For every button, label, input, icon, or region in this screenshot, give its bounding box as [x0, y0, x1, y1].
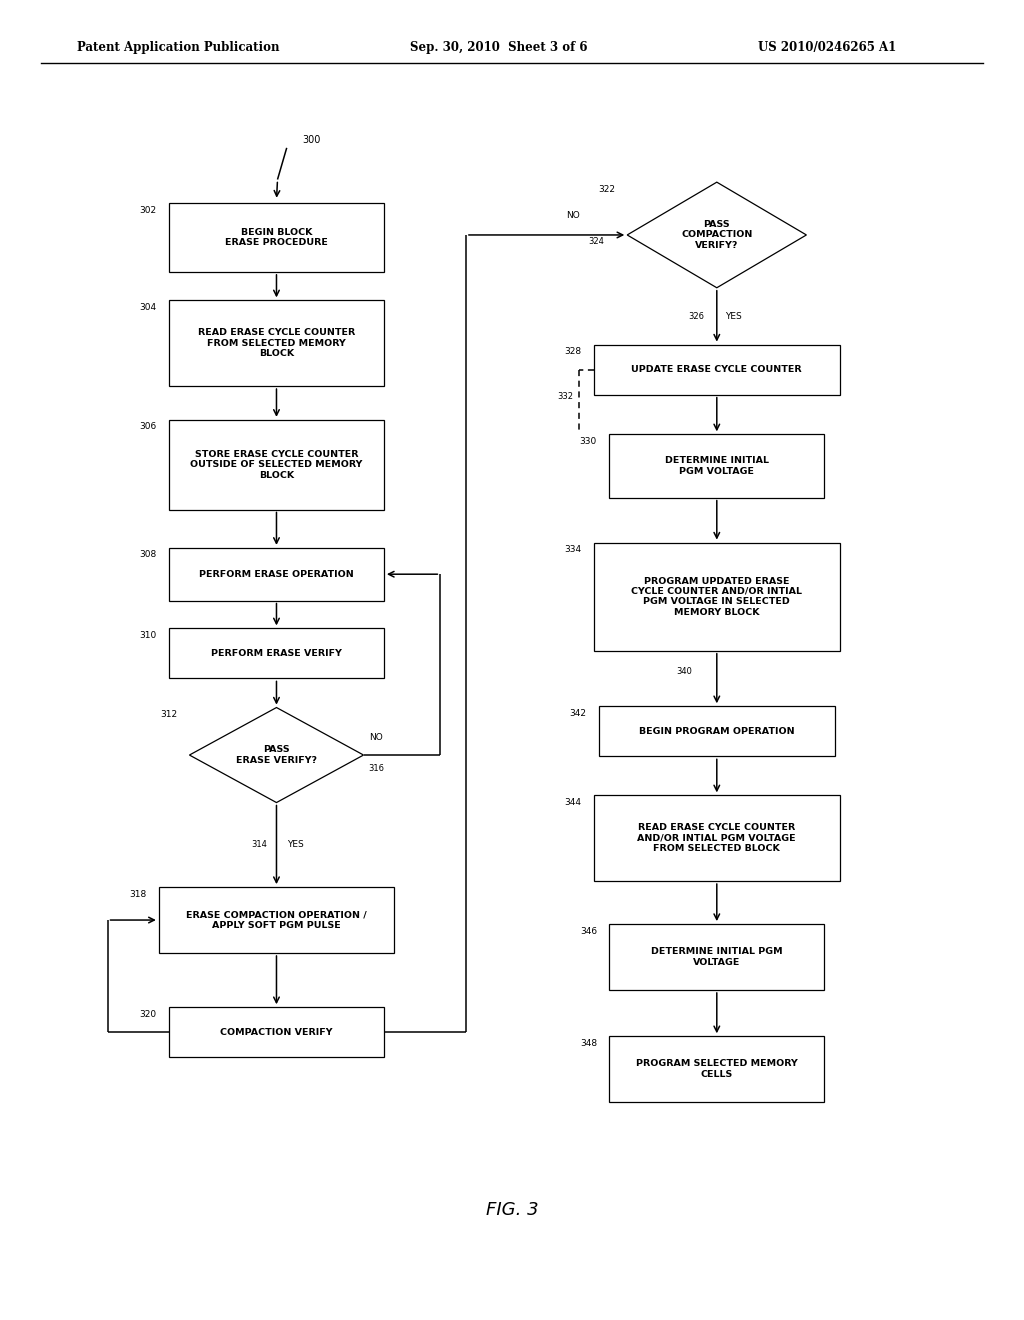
Text: 310: 310 [139, 631, 157, 640]
Bar [169, 1007, 384, 1057]
Text: BEGIN BLOCK
ERASE PROCEDURE: BEGIN BLOCK ERASE PROCEDURE [225, 228, 328, 247]
Text: 302: 302 [139, 206, 157, 215]
Text: COMPACTION VERIFY: COMPACTION VERIFY [220, 1028, 333, 1036]
Text: YES: YES [725, 312, 741, 321]
Text: 304: 304 [139, 304, 157, 312]
Bar [169, 628, 384, 678]
Bar [159, 887, 394, 953]
Bar [169, 203, 384, 272]
Text: PERFORM ERASE VERIFY: PERFORM ERASE VERIFY [211, 649, 342, 657]
Text: 308: 308 [139, 550, 157, 560]
Text: 348: 348 [580, 1039, 597, 1048]
Text: READ ERASE CYCLE COUNTER
AND/OR INTIAL PGM VOLTAGE
FROM SELECTED BLOCK: READ ERASE CYCLE COUNTER AND/OR INTIAL P… [638, 824, 796, 853]
Text: 344: 344 [564, 797, 582, 807]
Text: 346: 346 [580, 927, 597, 936]
Text: 342: 342 [569, 709, 587, 718]
Text: 306: 306 [139, 422, 157, 432]
Text: 330: 330 [580, 437, 597, 446]
Polygon shape [189, 708, 364, 803]
Bar [169, 420, 384, 510]
Text: FIG. 3: FIG. 3 [485, 1201, 539, 1220]
Text: 326: 326 [688, 312, 705, 321]
Text: DETERMINE INITIAL PGM
VOLTAGE: DETERMINE INITIAL PGM VOLTAGE [651, 948, 782, 966]
Text: STORE ERASE CYCLE COUNTER
OUTSIDE OF SELECTED MEMORY
BLOCK: STORE ERASE CYCLE COUNTER OUTSIDE OF SEL… [190, 450, 362, 479]
Text: 300: 300 [302, 135, 321, 145]
Bar [609, 434, 824, 498]
Text: READ ERASE CYCLE COUNTER
FROM SELECTED MEMORY
BLOCK: READ ERASE CYCLE COUNTER FROM SELECTED M… [198, 329, 355, 358]
Text: 320: 320 [139, 1010, 157, 1019]
Text: 340: 340 [676, 668, 692, 676]
Text: BEGIN PROGRAM OPERATION: BEGIN PROGRAM OPERATION [639, 727, 795, 735]
Text: PROGRAM SELECTED MEMORY
CELLS: PROGRAM SELECTED MEMORY CELLS [636, 1060, 798, 1078]
Bar [594, 543, 840, 651]
Text: 314: 314 [251, 841, 267, 849]
Bar [594, 795, 840, 882]
Text: Sep. 30, 2010  Sheet 3 of 6: Sep. 30, 2010 Sheet 3 of 6 [410, 41, 587, 54]
Text: YES: YES [287, 841, 303, 849]
Polygon shape [627, 182, 807, 288]
Bar [609, 924, 824, 990]
Text: ERASE COMPACTION OPERATION /
APPLY SOFT PGM PULSE: ERASE COMPACTION OPERATION / APPLY SOFT … [186, 911, 367, 929]
Text: 316: 316 [369, 764, 385, 772]
Bar [169, 548, 384, 601]
Text: 318: 318 [129, 890, 146, 899]
Text: 324: 324 [588, 238, 604, 246]
Text: 334: 334 [564, 545, 582, 554]
Text: 312: 312 [160, 710, 177, 719]
Text: DETERMINE INITIAL
PGM VOLTAGE: DETERMINE INITIAL PGM VOLTAGE [665, 457, 769, 475]
Text: PASS
ERASE VERIFY?: PASS ERASE VERIFY? [236, 746, 317, 764]
Text: 332: 332 [557, 392, 573, 400]
Bar [594, 345, 840, 395]
Text: US 2010/0246265 A1: US 2010/0246265 A1 [758, 41, 896, 54]
Text: NO: NO [565, 211, 580, 219]
Bar [609, 1036, 824, 1102]
Text: PASS
COMPACTION
VERIFY?: PASS COMPACTION VERIFY? [681, 220, 753, 249]
Bar [169, 301, 384, 385]
Text: 328: 328 [564, 347, 582, 356]
Text: PERFORM ERASE OPERATION: PERFORM ERASE OPERATION [199, 570, 354, 578]
Bar [599, 706, 835, 756]
Text: NO: NO [369, 734, 382, 742]
Text: UPDATE ERASE CYCLE COUNTER: UPDATE ERASE CYCLE COUNTER [632, 366, 802, 374]
Text: 322: 322 [598, 185, 614, 194]
Text: Patent Application Publication: Patent Application Publication [77, 41, 280, 54]
Text: PROGRAM UPDATED ERASE
CYCLE COUNTER AND/OR INTIAL
PGM VOLTAGE IN SELECTED
MEMORY: PROGRAM UPDATED ERASE CYCLE COUNTER AND/… [632, 577, 802, 616]
